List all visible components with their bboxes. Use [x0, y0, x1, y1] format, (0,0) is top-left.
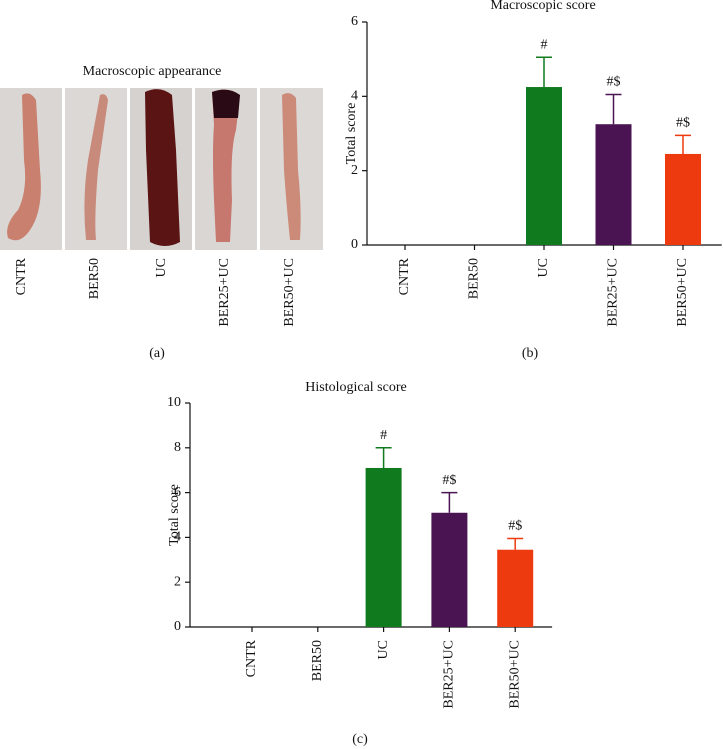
x-tick-label: UC: [376, 640, 391, 659]
chart-title: Macroscopic score: [490, 0, 595, 13]
colon-dark: [212, 89, 240, 118]
colon: [84, 94, 108, 240]
bar: [665, 153, 701, 245]
colon: [282, 93, 301, 240]
y-tick-label: 6: [174, 485, 181, 500]
photo-panel: Macroscopic appearance (a): [0, 64, 323, 361]
colon: [145, 89, 180, 246]
photo-title: Macroscopic appearance: [83, 64, 222, 79]
x-tick-label: CNTR: [244, 639, 259, 677]
significance-label: #: [541, 38, 548, 53]
bar: [365, 467, 402, 627]
x-tick-label: BER25+UC: [606, 258, 621, 327]
y-tick-label: 8: [174, 440, 181, 455]
y-tick-label: 4: [351, 89, 358, 104]
x-tick-label: BER50: [310, 640, 325, 681]
y-tick-label: 2: [174, 574, 181, 589]
y-tick-label: 10: [167, 395, 181, 410]
caption: (c): [352, 732, 368, 747]
y-tick-label: 2: [351, 163, 358, 178]
x-tick-label: CNTR: [397, 257, 412, 295]
y-tick-label: 6: [351, 14, 358, 29]
x-tick-label: BER50: [467, 258, 482, 299]
caption: (a): [149, 346, 165, 361]
photo-label: BER50: [87, 258, 102, 299]
y-tick-label: 0: [174, 619, 181, 634]
photo-label: BER50+UC: [282, 258, 297, 327]
colon: [7, 93, 41, 241]
significance-label: #$: [676, 116, 690, 131]
y-tick-label: 4: [174, 530, 181, 545]
y-axis-label: Total score: [167, 484, 182, 546]
chart-title: Histological score: [305, 380, 406, 395]
error-bar: [605, 93, 622, 125]
x-tick-label: BER50+UC: [675, 258, 690, 327]
significance-label: #$: [607, 75, 621, 90]
error-bar: [536, 56, 552, 88]
y-axis-label: Total score: [344, 103, 359, 165]
x-tick-label: BER50+UC: [507, 640, 522, 709]
significance-label: #: [380, 428, 387, 443]
bar: [497, 549, 534, 627]
significance-label: #$: [508, 519, 522, 534]
error-bar: [507, 537, 524, 550]
photo-label: UC: [154, 258, 169, 277]
bar: [431, 512, 468, 627]
bar: [526, 87, 562, 246]
bar: [595, 124, 632, 245]
photo-label: BER25+UC: [217, 258, 232, 327]
error-bar: [375, 447, 392, 468]
caption: (b): [522, 346, 539, 361]
x-tick-label: BER25+UC: [442, 640, 457, 709]
error-bar: [675, 134, 691, 154]
photo-label: CNTR: [14, 257, 29, 295]
colon: [212, 89, 240, 242]
significance-label: #$: [442, 473, 456, 488]
y-tick-label: 0: [351, 237, 358, 252]
error-bar: [441, 491, 458, 513]
x-tick-label: UC: [536, 258, 551, 277]
